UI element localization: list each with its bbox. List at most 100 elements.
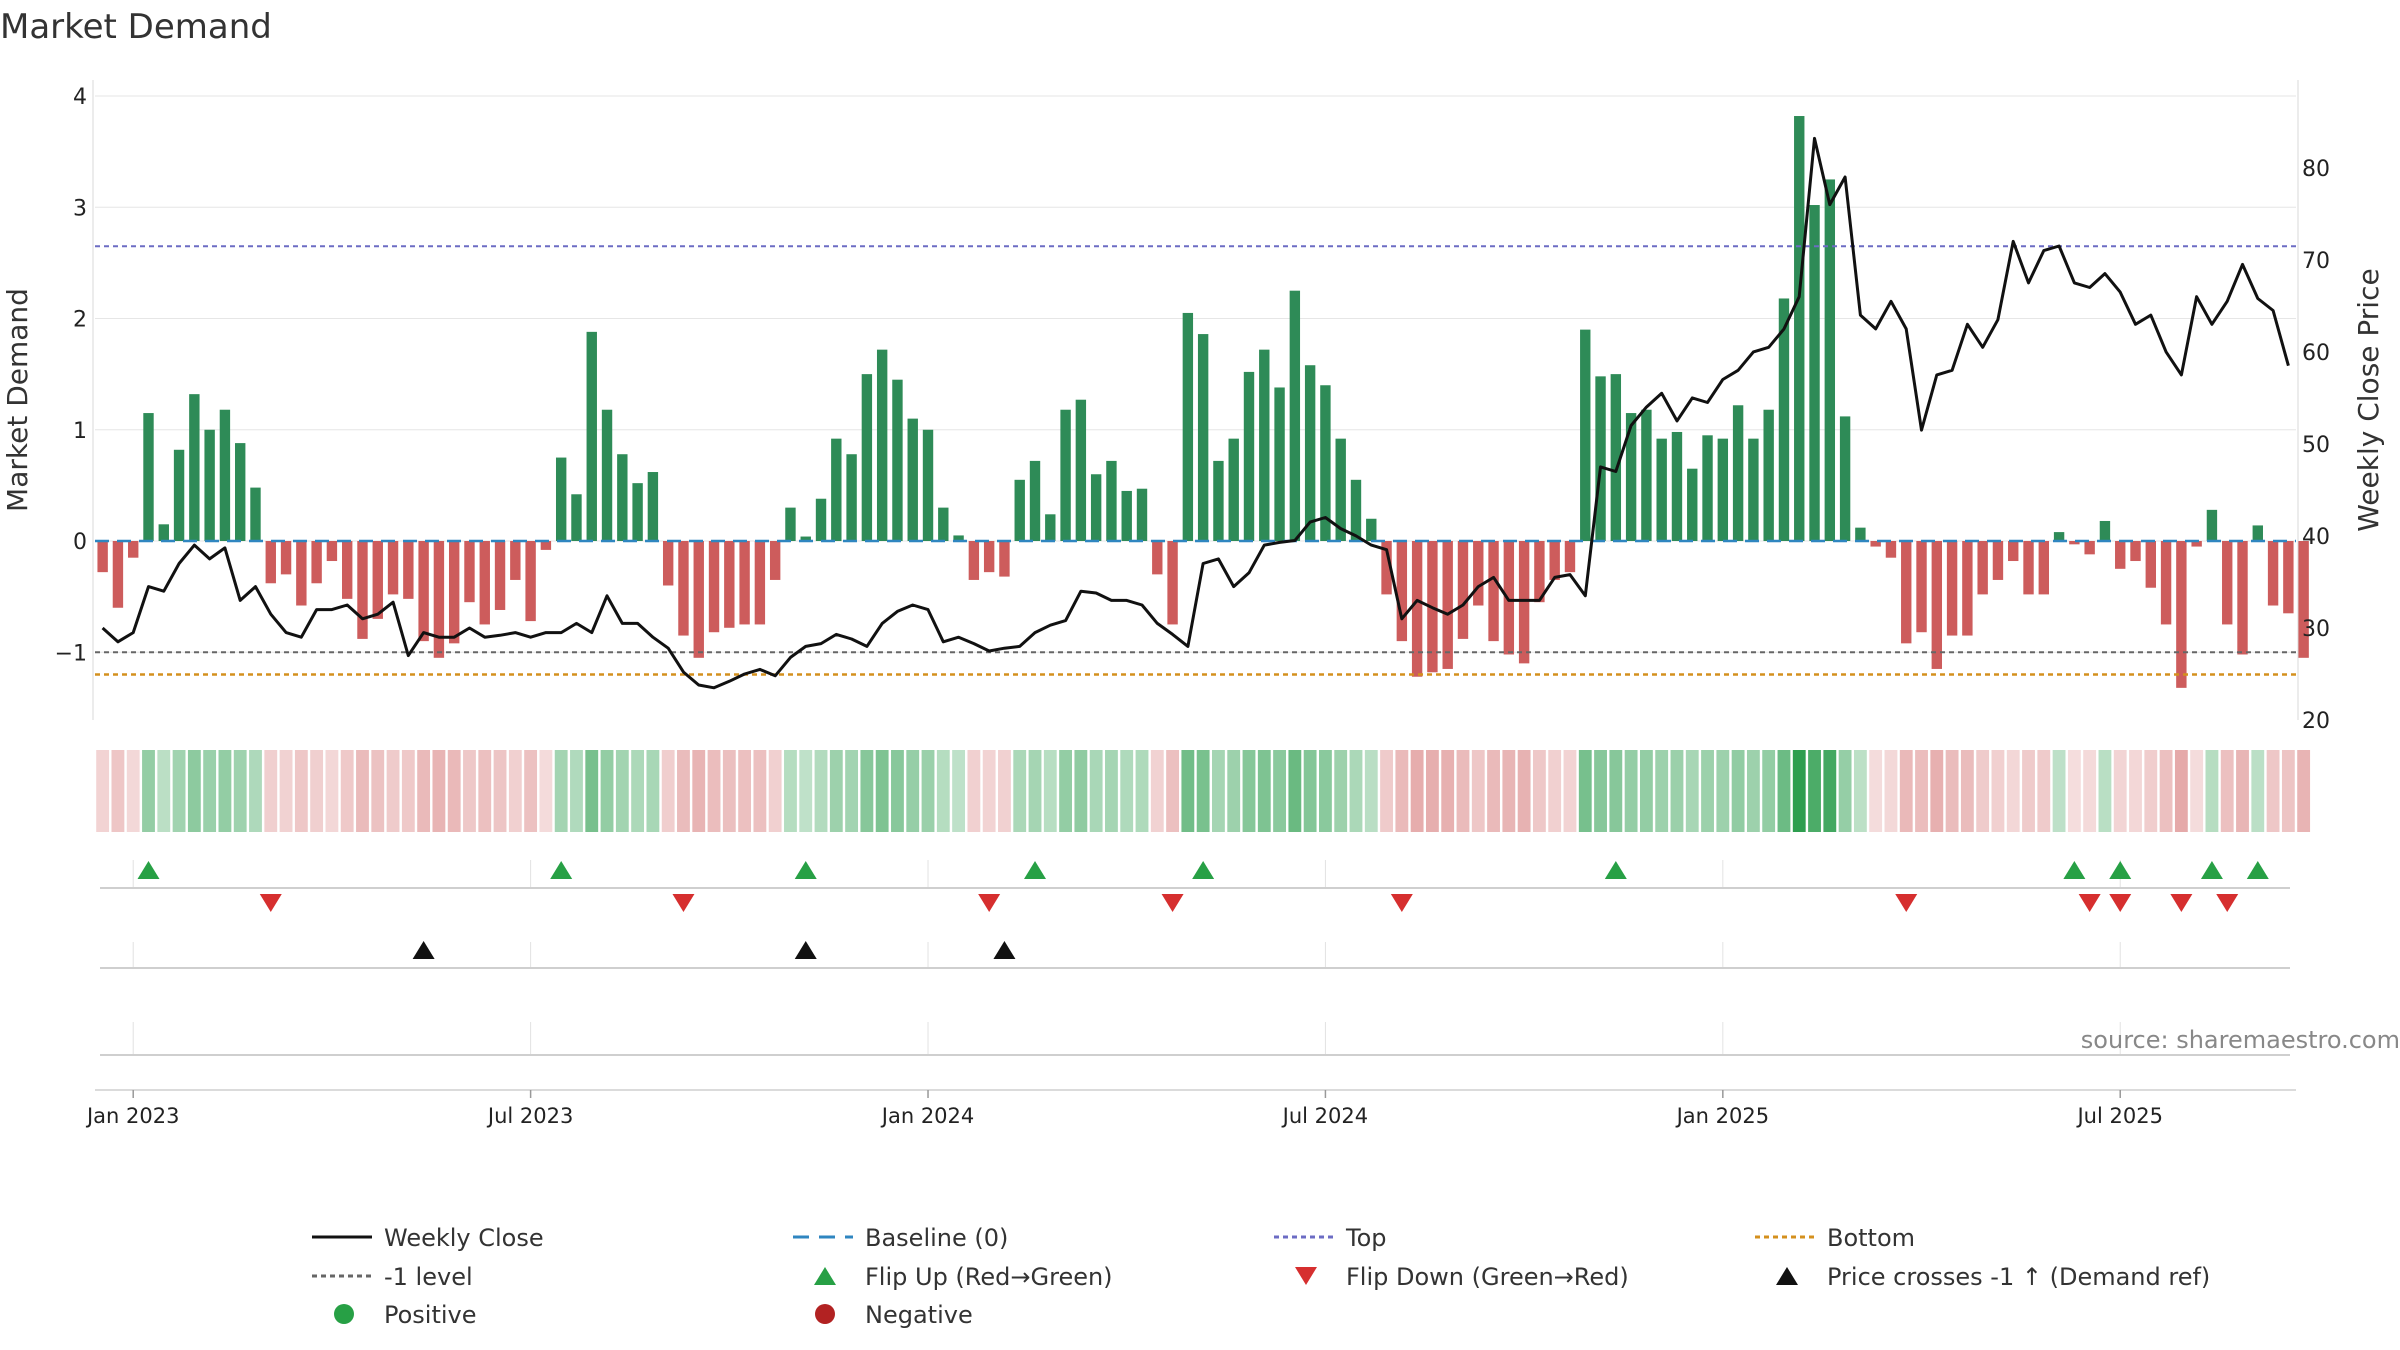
heat-cell <box>1425 750 1439 832</box>
flip-up-marker <box>1024 861 1047 879</box>
demand-bar <box>1732 405 1744 541</box>
demand-bar <box>1778 298 1790 541</box>
heat-cell <box>2006 750 2020 832</box>
flip-down-marker <box>1161 894 1184 912</box>
flip-down-marker <box>1895 894 1918 912</box>
demand-bar <box>403 541 414 599</box>
heat-cell <box>1792 750 1806 832</box>
legend-label: Weekly Close <box>384 1224 544 1252</box>
flip-down-marker <box>2109 894 2132 912</box>
demand-bar <box>1197 334 1209 541</box>
heat-cell <box>1685 750 1699 832</box>
heat-cell <box>1731 750 1745 832</box>
heat-cell <box>340 750 354 832</box>
heat-cell <box>1976 750 1990 832</box>
demand-bar <box>1029 460 1041 541</box>
heat-cell <box>1609 750 1623 832</box>
heat-cell <box>1181 750 1195 832</box>
demand-bar <box>754 541 766 625</box>
demand-bar <box>632 483 643 541</box>
heat-cell <box>1380 750 1393 832</box>
heat-cell <box>172 750 186 832</box>
demand-bar <box>2023 541 2034 595</box>
legend-swatch-circle <box>334 1304 354 1324</box>
left-tick-label: 4 <box>73 85 87 110</box>
heat-cell <box>2144 750 2158 832</box>
demand-bar <box>2130 541 2141 562</box>
demand-bar <box>128 541 139 558</box>
heat-cell <box>631 750 645 832</box>
heat-cell <box>1364 750 1378 832</box>
flip-down-marker <box>672 894 695 912</box>
demand-bar <box>693 541 704 658</box>
heat-cell <box>1884 750 1898 832</box>
heat-cell <box>417 750 431 832</box>
demand-bar <box>2191 541 2202 547</box>
heat-cell <box>126 750 140 832</box>
heat-cell <box>753 750 767 832</box>
heat-cell <box>2067 750 2081 832</box>
demand-bar <box>418 541 429 642</box>
demand-bar <box>1885 541 1897 558</box>
heat-cell <box>1303 750 1317 832</box>
heat-cell <box>2022 750 2035 832</box>
heat-cell <box>310 750 324 832</box>
weekly-close-layer <box>101 136 2290 690</box>
date-axis: Jan 2023 Jul 2023 Jan 2024 Jul 2024 Jan 2025… <box>85 1090 2163 1128</box>
legend-swatch-circle <box>815 1304 835 1324</box>
heat-cell <box>1701 750 1714 832</box>
demand-bar <box>999 541 1010 577</box>
demand-bar <box>1962 541 1973 636</box>
legend-label: Price crosses -1 ↑ (Demand ref) <box>1827 1263 2210 1291</box>
heat-cell <box>1028 750 1042 832</box>
demand-bar <box>1014 479 1025 541</box>
demand-bar <box>189 394 200 541</box>
demand-bar <box>1075 399 1087 541</box>
heat-cell <box>1624 750 1638 832</box>
heat-cell <box>508 750 522 832</box>
heat-cell <box>829 750 843 832</box>
heat-cell <box>2297 750 2311 832</box>
left-tick-label: −1 <box>55 641 87 666</box>
legend: Weekly Close Baseline (0) Top Bottom -1 leve… <box>312 1224 2210 1329</box>
demand-bar <box>922 429 934 541</box>
heat-cell <box>891 750 904 832</box>
flip-down-marker <box>2216 894 2239 912</box>
demand-bar <box>800 536 811 541</box>
flip-up-marker <box>137 861 160 879</box>
heat-cell <box>1991 750 2005 832</box>
right-tick-label: 50 <box>2302 433 2330 458</box>
heat-cell <box>157 750 171 832</box>
legend-label: Negative <box>865 1301 973 1329</box>
heat-cell <box>111 750 125 832</box>
heat-cell <box>478 750 492 832</box>
demand-bar <box>1534 541 1545 603</box>
heat-cell <box>1212 750 1225 832</box>
demand-bar <box>311 541 322 584</box>
heat-cell <box>142 750 155 832</box>
demand-bar <box>861 374 873 541</box>
demand-bar <box>1411 541 1423 677</box>
demand-bar <box>204 429 215 541</box>
price-cross-marker <box>412 941 435 959</box>
demand-bar <box>1977 541 1988 595</box>
flip-down-marker <box>1390 894 1413 912</box>
demand-bar <box>2222 541 2233 625</box>
legend-label: Flip Down (Green→Red) <box>1346 1263 1629 1291</box>
demand-bar <box>739 541 750 625</box>
heat-cell <box>1242 750 1256 832</box>
demand-bar <box>1992 541 2004 580</box>
heat-cell <box>432 750 446 832</box>
flip-up-marker <box>1192 861 1215 879</box>
heat-cell <box>325 750 339 832</box>
heat-cell <box>1945 750 1959 832</box>
demand-bar <box>387 541 399 595</box>
demand-bar <box>1243 371 1255 541</box>
heat-cell <box>2236 750 2249 832</box>
legend-swatch-triangle-down <box>1295 1267 1317 1285</box>
flip-down-marker <box>259 894 282 912</box>
flip-up-marker <box>550 861 573 879</box>
demand-bar <box>1748 438 1759 541</box>
demand-bar <box>571 494 582 541</box>
